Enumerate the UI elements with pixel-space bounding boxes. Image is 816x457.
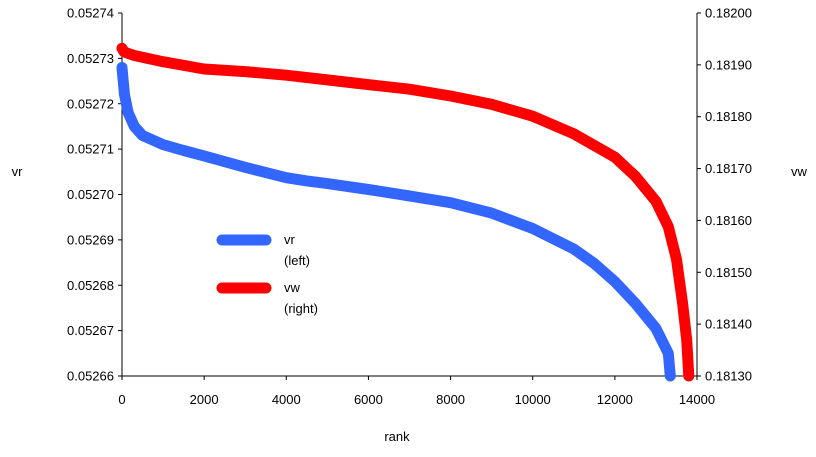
left-axis-ticks: 0.05266 0.05267 0.05268 0.05269 0.05270 0.052… xyxy=(67,6,122,384)
left-tick-label: 0.05270 xyxy=(67,187,114,202)
x-tick-label: 10000 xyxy=(515,392,551,407)
legend-label-vw-line1: vw xyxy=(284,280,301,295)
left-tick-label: 0.05271 xyxy=(67,142,114,157)
x-axis-ticks: 0 2000 4000 6000 8000 10000 12000 14000 xyxy=(118,376,715,407)
right-tick-label: 0.18190 xyxy=(705,57,752,72)
left-axis-label: vr xyxy=(12,164,24,179)
legend-label-vr-line2: (left) xyxy=(284,253,310,268)
series-line-vr xyxy=(116,62,676,382)
right-tick-label: 0.18160 xyxy=(705,213,752,228)
right-tick-label: 0.18130 xyxy=(705,369,752,384)
x-axis-label: rank xyxy=(384,429,410,444)
left-tick-label: 0.05274 xyxy=(67,6,114,21)
x-tick-label: 6000 xyxy=(354,392,383,407)
legend-label-vr-line1: vr xyxy=(284,232,296,247)
left-tick-label: 0.05266 xyxy=(67,369,114,384)
x-tick-label: 14000 xyxy=(679,392,715,407)
x-tick-label: 4000 xyxy=(272,392,301,407)
series-layer xyxy=(116,42,695,382)
right-tick-label: 0.18150 xyxy=(705,265,752,280)
right-axis-label: vw xyxy=(791,164,808,179)
left-tick-label: 0.05268 xyxy=(67,278,114,293)
series-line-vw xyxy=(116,42,695,382)
left-tick-label: 0.05269 xyxy=(67,232,114,247)
x-tick-label: 12000 xyxy=(597,392,633,407)
left-tick-label: 0.05267 xyxy=(67,323,114,338)
right-tick-label: 0.18180 xyxy=(705,109,752,124)
left-tick-label: 0.05272 xyxy=(67,96,114,111)
right-axis-ticks: 0.18130 0.18140 0.18150 0.18160 0.18170 0.181… xyxy=(697,6,752,384)
legend-label-vw-line2: (right) xyxy=(284,301,318,316)
right-tick-label: 0.18170 xyxy=(705,161,752,176)
x-tick-label: 2000 xyxy=(190,392,219,407)
x-tick-label: 0 xyxy=(118,392,125,407)
legend: vr (left) vw (right) xyxy=(216,232,318,316)
right-tick-label: 0.18140 xyxy=(705,317,752,332)
left-tick-label: 0.05273 xyxy=(67,51,114,66)
right-tick-label: 0.18200 xyxy=(705,6,752,21)
x-tick-label: 8000 xyxy=(436,392,465,407)
